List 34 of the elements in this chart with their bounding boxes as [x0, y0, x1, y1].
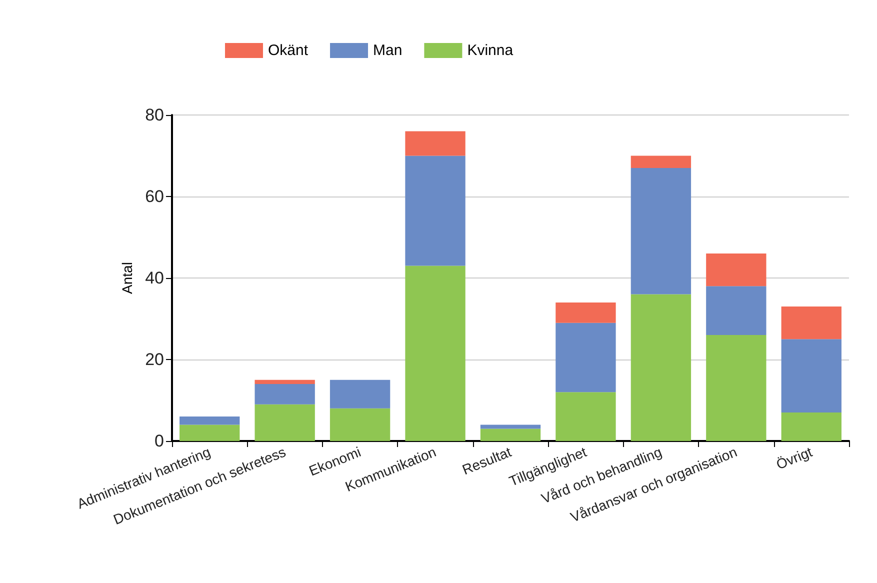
bar — [630, 156, 692, 168]
legend-label: Okänt — [268, 42, 309, 59]
y-tick-label: 80 — [145, 106, 164, 124]
bar — [781, 412, 842, 441]
legend-label: Man — [373, 42, 402, 59]
bar — [180, 424, 240, 441]
bar — [480, 424, 541, 429]
bar — [405, 266, 466, 441]
bar — [556, 322, 616, 392]
bar — [781, 306, 842, 340]
bar — [630, 294, 692, 441]
y-axis-title: Antal — [119, 262, 135, 294]
bar — [254, 384, 315, 404]
legend-label: Kvinna — [467, 42, 514, 59]
bar — [556, 302, 616, 323]
bar — [480, 428, 541, 441]
bar — [706, 335, 766, 441]
bar — [254, 404, 315, 441]
bar — [405, 156, 466, 266]
bar — [706, 254, 766, 286]
bar — [254, 380, 315, 384]
y-tick-label: 40 — [145, 268, 164, 288]
bar — [706, 286, 766, 336]
y-tick-label: 20 — [145, 350, 164, 369]
y-tick-label: 60 — [145, 187, 164, 206]
bar — [556, 392, 616, 441]
bar — [330, 408, 390, 441]
bar — [781, 339, 842, 412]
y-tick-label: 0 — [154, 432, 164, 450]
bar — [180, 416, 240, 425]
x-tick-label: Övrigt — [774, 444, 814, 472]
bar — [630, 168, 692, 294]
bar — [330, 380, 390, 408]
bar — [405, 131, 466, 156]
